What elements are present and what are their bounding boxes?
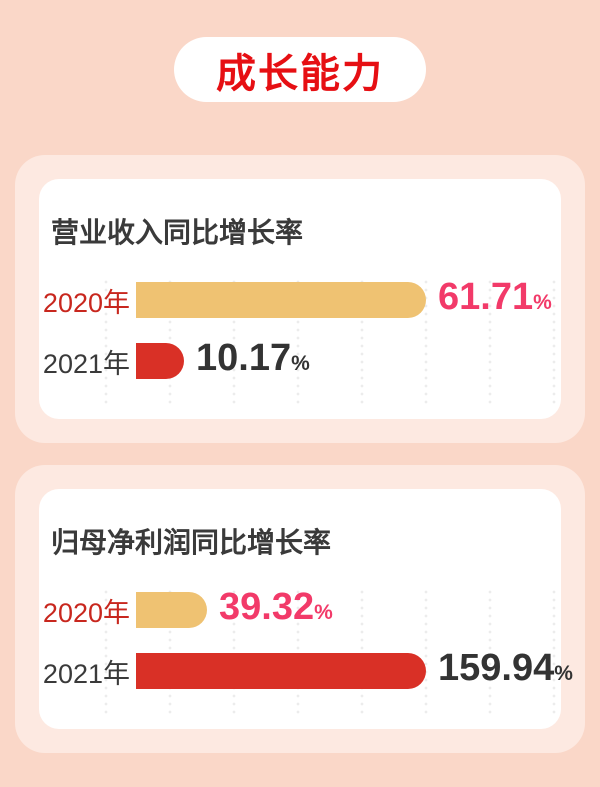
year-label: 2021年 [42, 658, 130, 689]
percent-sign: % [291, 352, 310, 375]
page-title-pill: 成长能力 [174, 37, 426, 102]
bar-row-2020: 2020年 61.71% [39, 276, 561, 321]
chart-panel: 营业收入同比增长率 2020年 61.71% 2021年 10.17% [39, 179, 586, 419]
year-label: 2020年 [42, 597, 130, 628]
value-label: 61.71% [438, 276, 552, 321]
value-label: 39.32% [219, 586, 333, 631]
percent-sign: % [314, 601, 333, 624]
value-number: 61.71 [438, 276, 534, 318]
bar-row-2021: 2021年 10.17% [39, 337, 561, 382]
value-number: 39.32 [219, 586, 315, 628]
bar-2021 [136, 343, 184, 379]
bar-2021 [136, 653, 426, 689]
chart-title: 营业收入同比增长率 [51, 217, 304, 248]
bar-2020 [136, 282, 426, 318]
bar-row-2020: 2020年 39.32% [39, 586, 561, 631]
growth-card-net-profit: 归母净利润同比增长率 2020年 39.32% 2021年 159.94% [15, 465, 586, 753]
value-number: 10.17 [196, 337, 292, 379]
growth-card-revenue: 营业收入同比增长率 2020年 61.71% 2021年 10.17% [15, 155, 586, 443]
percent-sign: % [554, 662, 573, 685]
year-label: 2020年 [42, 287, 130, 318]
percent-sign: % [533, 291, 552, 314]
year-label: 2021年 [42, 348, 130, 379]
bar-2020 [136, 592, 207, 628]
chart-title: 归母净利润同比增长率 [51, 527, 332, 558]
value-label: 10.17% [196, 337, 310, 382]
value-number: 159.94 [438, 647, 555, 689]
page-title: 成长能力 [216, 51, 384, 96]
value-label: 159.94% [438, 647, 573, 692]
bar-row-2021: 2021年 159.94% [39, 649, 573, 689]
chart-panel: 归母净利润同比增长率 2020年 39.32% 2021年 159.94% [39, 489, 586, 729]
